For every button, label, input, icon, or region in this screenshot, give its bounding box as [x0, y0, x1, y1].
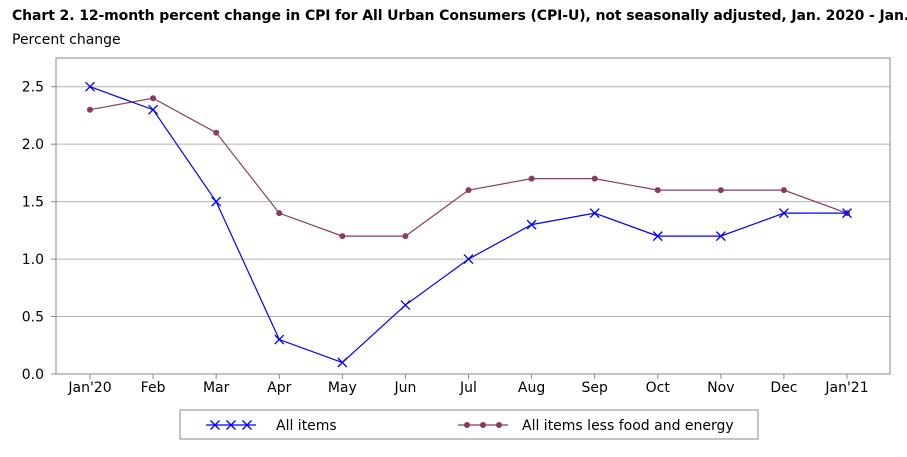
- data-point: [463, 254, 474, 265]
- series-group: [85, 81, 852, 368]
- legend-marker: [226, 420, 236, 430]
- x-tick-label: Dec: [770, 380, 797, 396]
- x-tick-label: Oct: [646, 380, 671, 396]
- y-tick-label: 1.5: [22, 195, 44, 211]
- data-point: [528, 175, 535, 182]
- x-axis-ticks: Jan'20 Feb Mar Apr May Jun Jul Aug Sep Oct Nov Dec J…: [67, 374, 869, 396]
- legend-entry: All items: [206, 418, 337, 434]
- x-tick-label: Jan'20: [67, 380, 111, 396]
- x-tick-label: Jun: [393, 380, 416, 396]
- y-tick-label: 2.5: [22, 80, 44, 96]
- data-point: [150, 95, 157, 102]
- data-point: [213, 129, 220, 136]
- data-point: [85, 81, 95, 92]
- data-point: [591, 175, 598, 182]
- y-axis-ticks: 0.0 0.5 1.0 1.5 2.0 2.5: [22, 80, 56, 383]
- x-tick-label: Aug: [518, 380, 545, 396]
- legend-marker: [210, 420, 220, 430]
- x-tick-label: Jul: [459, 380, 477, 396]
- data-point: [842, 208, 852, 219]
- series-line: [89, 86, 847, 364]
- legend-marker: [480, 422, 486, 428]
- data-point: [465, 187, 472, 194]
- legend-entry: All items less food and energy: [458, 418, 734, 434]
- series-all-items: [85, 81, 852, 368]
- data-point: [148, 104, 159, 115]
- series-all-items-less-food-energy: [87, 95, 850, 240]
- data-point: [654, 187, 661, 194]
- y-tick-label: 1.0: [22, 252, 44, 268]
- x-tick-label: Mar: [203, 380, 230, 396]
- x-tick-label: Apr: [267, 380, 291, 396]
- x-tick-label: Sep: [581, 380, 608, 396]
- data-point: [337, 357, 348, 368]
- data-point: [778, 208, 789, 219]
- data-point: [780, 187, 787, 194]
- y-tick-label: 0.0: [22, 367, 44, 383]
- legend-marker: [242, 420, 252, 430]
- data-point: [717, 187, 724, 194]
- gridlines: [56, 86, 890, 318]
- data-point: [652, 231, 663, 242]
- data-point: [274, 334, 285, 345]
- data-point: [276, 210, 283, 217]
- data-point: [400, 300, 411, 311]
- legend: All items All items less food and energy: [179, 409, 759, 440]
- data-point: [589, 208, 600, 219]
- y-axis-label: Percent change: [12, 32, 121, 48]
- x-tick-label: Nov: [707, 380, 734, 396]
- x-tick-label: Feb: [141, 380, 166, 396]
- data-point: [87, 106, 93, 113]
- data-point: [402, 233, 409, 240]
- data-point: [339, 233, 346, 240]
- data-point: [526, 219, 537, 230]
- x-tick-label: May: [328, 380, 357, 396]
- legend-marker: [496, 422, 502, 428]
- data-point: [715, 231, 726, 242]
- y-tick-label: 2.0: [22, 137, 44, 153]
- data-point: [211, 196, 222, 207]
- y-tick-label: 0.5: [22, 310, 44, 326]
- legend-marker: [464, 422, 470, 428]
- plot-area-border: [55, 57, 891, 375]
- chart-title: Chart 2. 12-month percent change in CPI …: [12, 8, 907, 24]
- legend-label: All items: [276, 418, 337, 434]
- legend-label: All items less food and energy: [522, 418, 734, 434]
- x-tick-label: Jan'21: [824, 380, 868, 396]
- series-line: [89, 97, 848, 237]
